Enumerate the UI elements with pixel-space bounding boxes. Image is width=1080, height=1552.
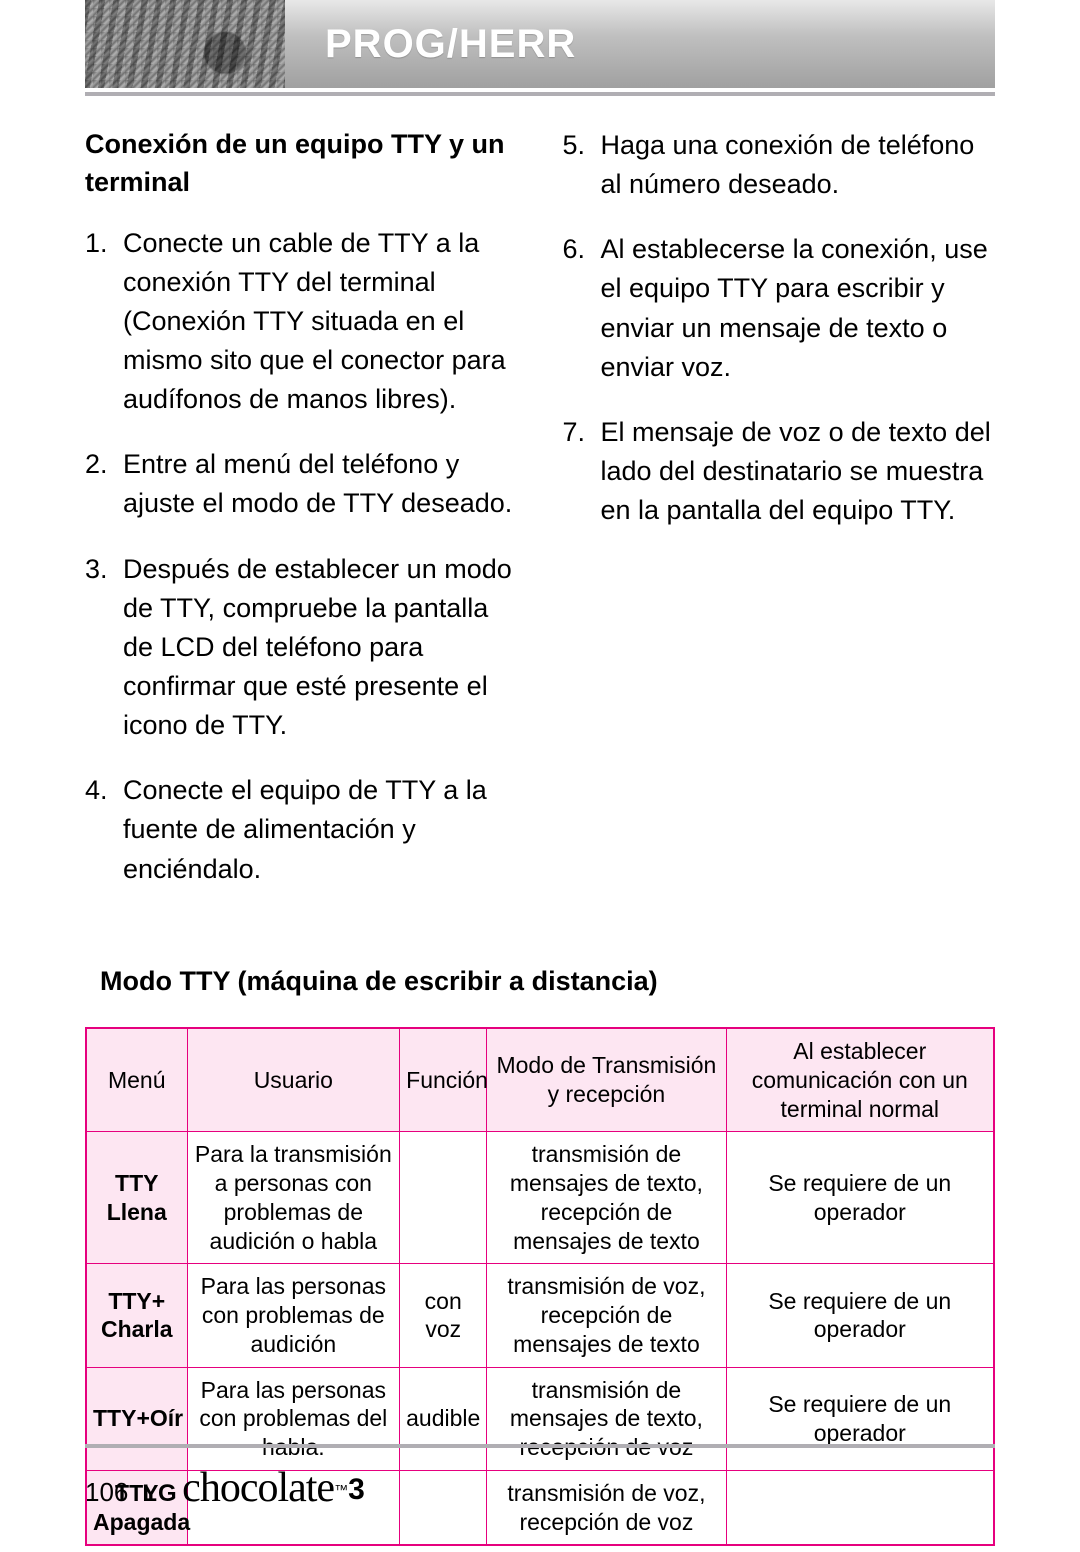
brand-version: 3: [348, 1473, 365, 1506]
table-header-row: Menú Usuario Función Modo de Transmisión…: [86, 1028, 994, 1132]
step-item: Conecte el equipo de TTY a la fuente de …: [85, 771, 518, 888]
table-cell: Se requiere de un operador: [726, 1132, 994, 1264]
step-item: Conecte un cable de TTY a la conexión TT…: [85, 224, 518, 420]
table-cell: Se requiere de un operador: [726, 1264, 994, 1367]
table-cell-menu: TTY+ Charla: [86, 1264, 187, 1367]
step-item: Al establecerse la conexión, use el equi…: [563, 230, 996, 387]
step-item: Después de establecer un modo de TTY, co…: [85, 550, 518, 746]
table-cell: transmisión de voz, recepción de mensaje…: [487, 1264, 726, 1367]
header-photo: [85, 0, 285, 88]
table-row: TTY Llena Para la transmisión a personas…: [86, 1132, 994, 1264]
page-footer: 106 LG chocolate™3: [85, 1444, 995, 1512]
footer-content: 106 LG chocolate™3: [85, 1464, 995, 1512]
table-cell-menu: TTY Llena: [86, 1132, 187, 1264]
table-cell: Para las personas con problemas de audic…: [187, 1264, 400, 1367]
header-band: PROG/HERR: [85, 0, 995, 88]
table-heading: Modo TTY (máquina de escribir a distanci…: [100, 966, 995, 997]
section-subheading: Conexión de un equipo TTY y un terminal: [85, 126, 518, 202]
table-cell: [400, 1132, 487, 1264]
table-cell: Para la transmisión a personas con probl…: [187, 1132, 400, 1264]
footer-divider: [85, 1444, 995, 1448]
step-item: Entre al menú del teléfono y ajuste el m…: [85, 445, 518, 523]
steps-list-right: Haga una conexión de teléfono al número …: [563, 126, 996, 530]
two-column-content: Conexión de un equipo TTY y un terminal …: [85, 126, 995, 956]
page-number: 106: [85, 1477, 128, 1508]
brand-name: chocolate: [182, 1465, 334, 1511]
left-column: Conexión de un equipo TTY y un terminal …: [85, 126, 518, 956]
table-header-cell: Función: [400, 1028, 487, 1132]
table-row: TTY+ Charla Para las personas con proble…: [86, 1264, 994, 1367]
table-cell: con voz: [400, 1264, 487, 1367]
table-header-cell: Al establecer comunicación con un termin…: [726, 1028, 994, 1132]
table-header-cell: Menú: [86, 1028, 187, 1132]
table-cell: transmisión de mensajes de texto, recepc…: [487, 1132, 726, 1264]
table-header-cell: Usuario: [187, 1028, 400, 1132]
brand-trademark: ™: [334, 1482, 348, 1498]
right-column: Haga una conexión de teléfono al número …: [563, 126, 996, 956]
lg-logo-text: LG: [142, 1480, 177, 1507]
header-underline: [85, 92, 995, 96]
step-item: El mensaje de voz o de texto del lado de…: [563, 413, 996, 530]
page-header-title: PROG/HERR: [325, 22, 576, 67]
brand-logo: LG chocolate™3: [142, 1464, 364, 1512]
table-header-cell: Modo de Transmisión y recepción: [487, 1028, 726, 1132]
steps-list-left: Conecte un cable de TTY a la conexión TT…: [85, 224, 518, 889]
step-item: Haga una conexión de teléfono al número …: [563, 126, 996, 204]
